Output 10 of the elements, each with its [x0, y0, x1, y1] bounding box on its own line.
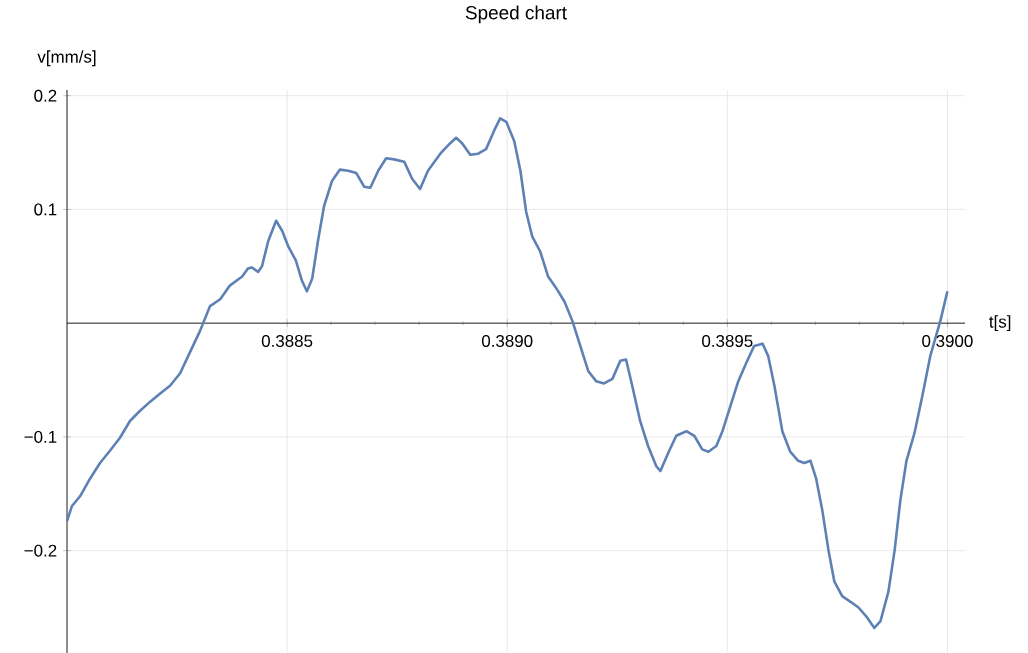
chart-title: Speed chart [465, 5, 567, 24]
y-tick-label: 0.1 [34, 203, 57, 216]
x-tick-label: 0.3895 [702, 335, 753, 347]
x-axis-title: t[s] [989, 315, 1011, 332]
y-tick-label: 0.2 [34, 89, 57, 102]
x-tick-label: 0.3885 [261, 335, 313, 347]
y-tick-label: −0.2 [24, 544, 57, 557]
x-tick-label: 0.3890 [481, 335, 533, 347]
y-tick-label: −0.1 [24, 430, 57, 443]
y-axis-title: v[mm/s] [37, 50, 96, 67]
